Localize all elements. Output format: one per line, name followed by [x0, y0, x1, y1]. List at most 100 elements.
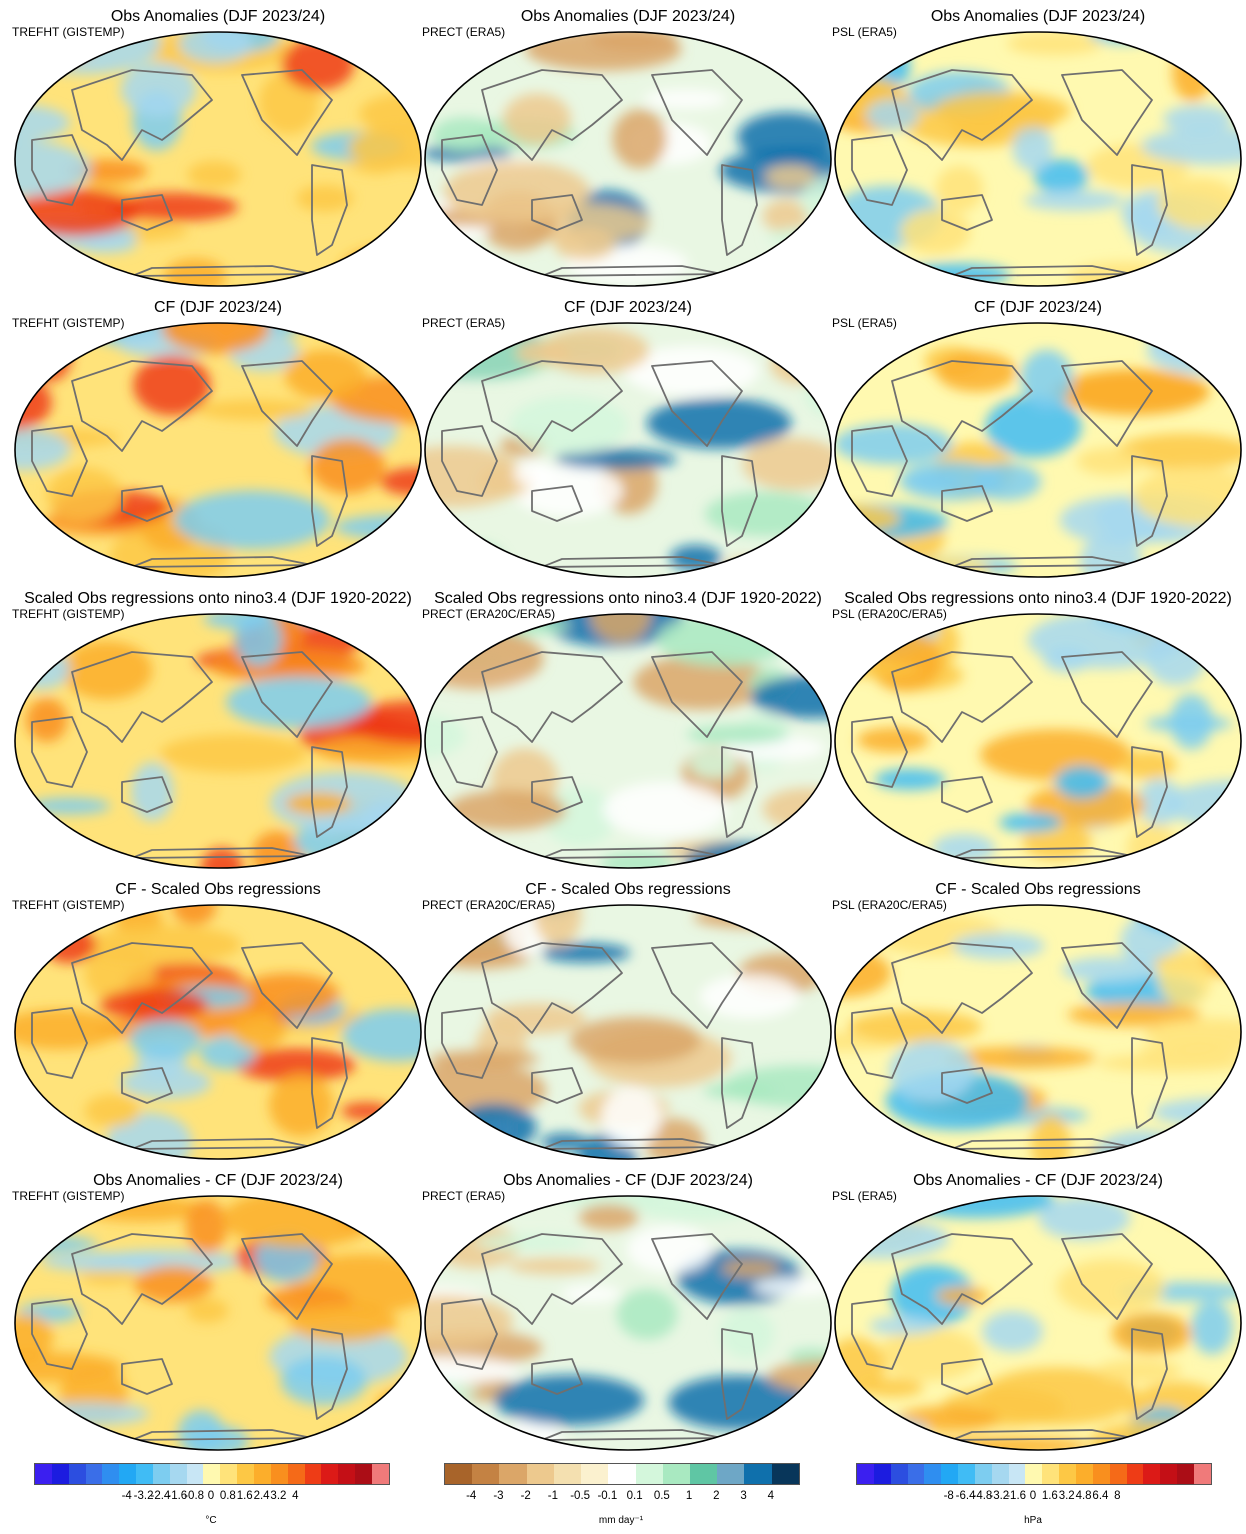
colorbar-swatch [338, 1464, 356, 1484]
anomaly-blob [742, 437, 831, 491]
colorbar-swatch [1092, 1464, 1110, 1484]
colorbar-swatch [1075, 1464, 1093, 1484]
anomaly-blob [888, 1040, 975, 1102]
anomaly-blob [753, 1277, 831, 1297]
colorbar-swatch [119, 1464, 137, 1484]
colorbar-swatch [220, 1464, 238, 1484]
colorbar-swatch [553, 1464, 582, 1484]
colorbar-swatch [1143, 1464, 1161, 1484]
panel-subtitle: TREFHT (GISTEMP) [12, 25, 125, 39]
map-border [14, 613, 422, 869]
anomaly-blob [1160, 1196, 1241, 1231]
colorbar-tick-label: -3 [493, 1490, 504, 1502]
panel-subtitle: TREFHT (GISTEMP) [12, 316, 125, 330]
anomaly-blob [702, 1082, 776, 1099]
anomaly-blob [28, 797, 111, 815]
anomaly-blob [1184, 323, 1241, 344]
anomaly-blob [540, 943, 631, 963]
panel-subtitle: PRECT (ERA5) [422, 1189, 506, 1203]
coastline [121, 1067, 173, 1104]
colorbar-unit-label: mm day⁻¹ [598, 1515, 644, 1526]
coastline [441, 1298, 498, 1370]
coastline [941, 485, 993, 522]
anomaly-blob [1024, 190, 1124, 211]
colorbar-tick-label: 3 [740, 1490, 747, 1502]
colorbar-tick-label: -8 [943, 1490, 954, 1502]
colorbar-tick-label: -0.5 [570, 1490, 591, 1502]
anomaly-blob [508, 1257, 600, 1275]
colorbar-tick-label: 1.6 [1041, 1490, 1058, 1502]
colorbar-boxes [34, 1463, 390, 1485]
colorbar-swatch [35, 1464, 52, 1484]
anomaly-blob [578, 1204, 639, 1230]
coastline [241, 942, 333, 1029]
colorbar-swatch [662, 1464, 690, 1484]
panel-subtitle: PSL (ERA20C/ERA5) [832, 607, 947, 621]
coastline [1131, 164, 1168, 256]
colorbar-swatch [1109, 1464, 1127, 1484]
panel-title: CF - Scaled Obs regressions [115, 881, 321, 898]
coastline [941, 194, 993, 231]
coastline [531, 194, 583, 231]
anomaly-blob [1026, 783, 1146, 827]
coastline [531, 485, 583, 522]
anomaly-blob [361, 799, 410, 838]
anomaly-blob [186, 1298, 229, 1323]
colorbar-swatch [1160, 1464, 1178, 1484]
anomaly-blob [799, 323, 831, 346]
anomaly-blob [1143, 1018, 1241, 1049]
world-map [14, 1195, 422, 1451]
panel-pressure-row-4: CF - Scaled Obs regressions PSL (ERA20C/E… [832, 881, 1244, 1161]
colorbar-swatch [689, 1464, 718, 1484]
panel-pressure-row-1: Obs Anomalies (DJF 2023/24) PSL (ERA5) [832, 8, 1244, 288]
coastline [941, 776, 993, 813]
anomaly-blob [1111, 1313, 1192, 1354]
map-border [834, 322, 1242, 578]
map-border [14, 904, 422, 1160]
panel-temperature-row-3: Scaled Obs regressions onto nino3.4 (DJF… [12, 590, 424, 870]
colorbar-swatch [608, 1464, 636, 1484]
coastline [1061, 1233, 1153, 1320]
anomaly-blob [693, 907, 820, 929]
colorbar-swatch [1025, 1464, 1043, 1484]
coastline [721, 746, 758, 838]
colorbar-swatch [1008, 1464, 1026, 1484]
anomaly-blob [765, 164, 816, 189]
world-map [14, 31, 422, 287]
colorbar-swatch [253, 1464, 271, 1484]
colorbar-swatch [1193, 1464, 1211, 1484]
coastline [531, 1067, 583, 1104]
panel-temperature-row-1: Obs Anomalies (DJF 2023/24) TREFHT (GISTE… [12, 8, 424, 288]
colorbar-swatch [1042, 1464, 1060, 1484]
coastline [721, 1328, 758, 1420]
anomaly-blob [15, 104, 70, 142]
colorbar-tick-label: -2 [520, 1490, 531, 1502]
anomaly-blob [933, 91, 1071, 130]
colorbar-swatch [102, 1464, 120, 1484]
colorbar-swatch [169, 1464, 187, 1484]
anomaly-blob [1191, 1300, 1233, 1355]
coastline [1061, 942, 1153, 1029]
anomaly-blob [281, 37, 355, 91]
map-border [424, 31, 832, 287]
anomaly-blob [24, 614, 86, 643]
anomaly-blob [569, 1016, 701, 1065]
colorbar-tick-label: 0 [1029, 1490, 1037, 1502]
anomaly-blob [15, 334, 58, 375]
anomaly-blob [1179, 43, 1241, 64]
anomaly-blob [187, 160, 242, 189]
colorbar-tick-label: -3.2 [989, 1490, 1010, 1502]
panel-pressure-row-3: Scaled Obs regressions onto nino3.4 (DJF… [832, 590, 1244, 870]
map-border [424, 613, 832, 869]
anomaly-blob [943, 1046, 1097, 1069]
coastline [31, 1007, 88, 1079]
coastline [241, 360, 333, 447]
colorbar-swatch [1177, 1464, 1194, 1484]
anomaly-blob [560, 1285, 622, 1303]
anomaly-blob [457, 544, 507, 577]
panel-title: CF (DJF 2023/24) [563, 299, 693, 316]
anomaly-blob [15, 1009, 120, 1050]
colorbar-tick-label: -1 [547, 1490, 559, 1502]
anomaly-blob [485, 1003, 586, 1035]
coastline [651, 651, 743, 738]
